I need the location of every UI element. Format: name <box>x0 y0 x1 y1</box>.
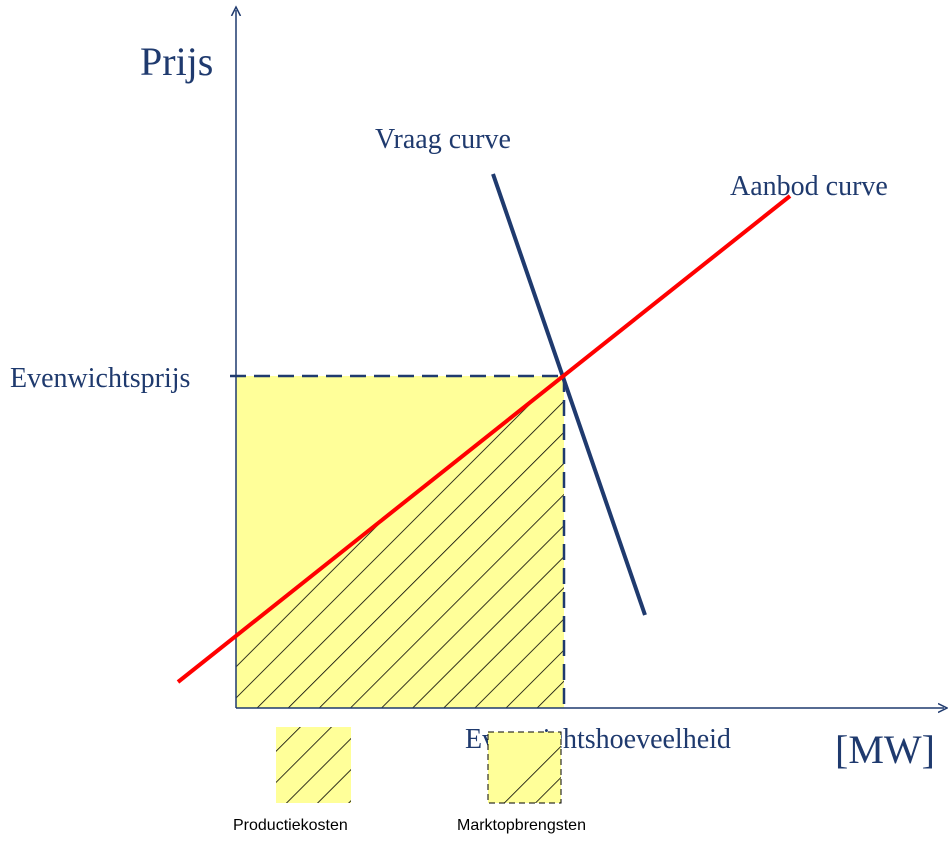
y-label: Prijs <box>140 39 213 84</box>
supply-label: Aanbod curve <box>730 171 888 202</box>
price-label: Evenwichtsprijs <box>10 363 190 394</box>
legend-hatch <box>495 745 561 803</box>
cost-area <box>236 376 564 708</box>
demand-curve <box>491 173 647 616</box>
x-label: [MW] <box>835 727 935 772</box>
supply-curve <box>176 194 792 684</box>
legend-hatch <box>276 727 351 803</box>
legend-label: Marktopbrengsten <box>457 817 586 834</box>
legend-label: Productiekosten <box>233 817 348 834</box>
demand-label: Vraag curve <box>375 124 511 155</box>
